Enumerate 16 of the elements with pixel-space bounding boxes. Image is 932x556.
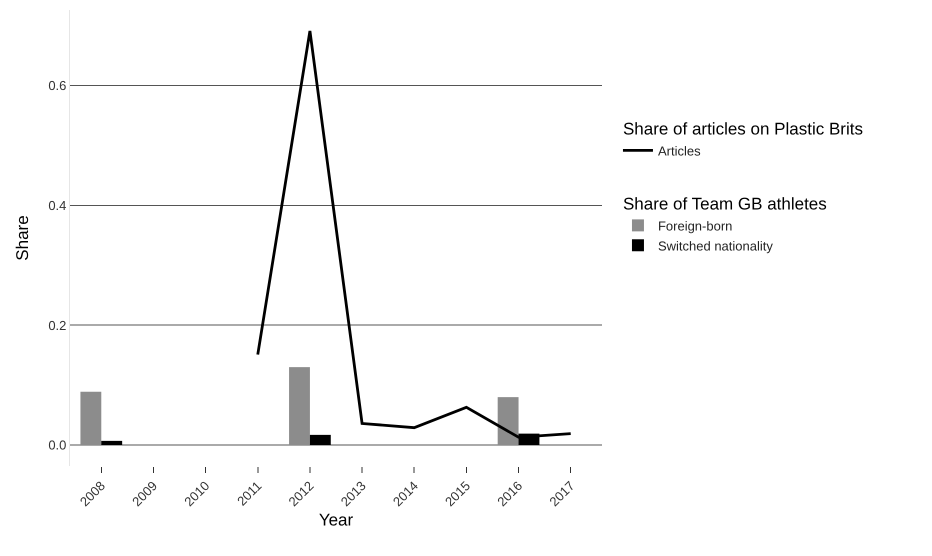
text: Share of Team GB athletes [622,194,827,214]
y-axis-title: Share [12,215,32,261]
bar [289,367,310,446]
bar [80,392,102,446]
y-tick-label: 0.0 [48,438,66,453]
bar [498,397,519,446]
y-tick-label: 0.2 [48,318,66,333]
x-axis-title: Year [318,510,354,530]
legend-label: Articles [658,143,702,158]
text: Share of articles on Plastic Brits [622,120,863,138]
bar [310,434,331,446]
bar [101,440,122,446]
y-tick-label: 0.6 [48,78,66,94]
legend-label: Switched nationality [658,238,774,254]
y-tick-label: 0.4 [48,198,66,213]
legend-label: Foreign-born [658,218,732,234]
